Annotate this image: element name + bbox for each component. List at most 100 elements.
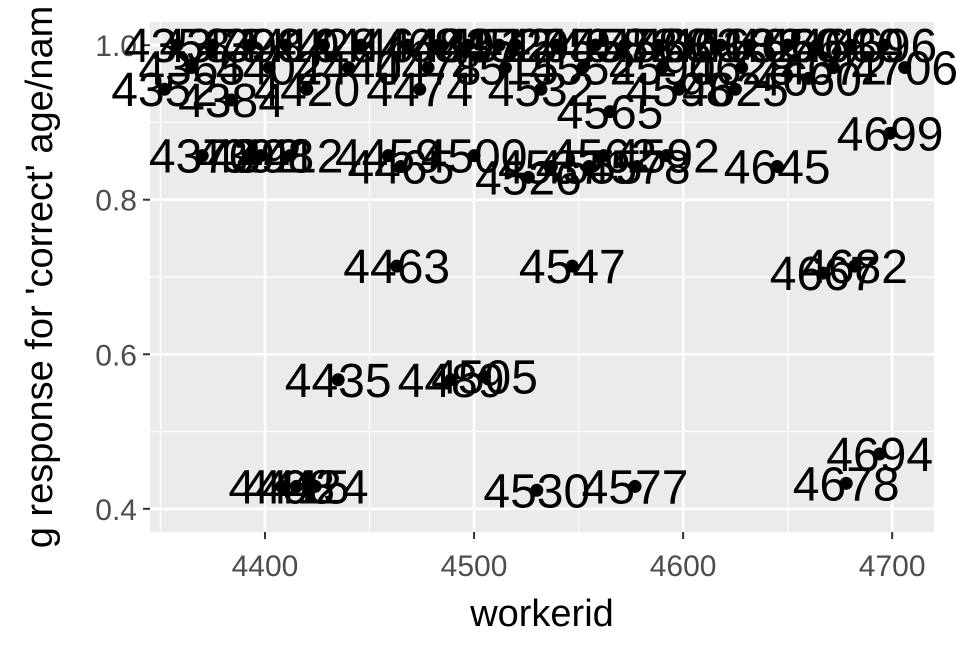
point-label: 4526: [475, 152, 582, 205]
point-label: 4558: [542, 20, 649, 73]
data-point: [839, 476, 853, 490]
data-point: [682, 38, 696, 52]
point-label: 4474: [366, 64, 473, 117]
point-label: 4532: [488, 64, 595, 117]
data-point: [243, 38, 257, 52]
data-point: [300, 82, 314, 96]
point-label: 4424: [262, 461, 369, 514]
y-tick-label: 0.8: [95, 185, 137, 218]
point-label: 4435: [285, 355, 392, 408]
point-label: 4588: [605, 20, 712, 73]
data-point: [225, 93, 239, 107]
point-label: 4598: [626, 64, 733, 117]
data-point: [498, 61, 512, 75]
data-point: [461, 38, 475, 52]
y-axis-title: g response for 'correct' age/nam: [19, 6, 61, 549]
point-label: 4500: [421, 131, 528, 184]
data-point: [534, 82, 548, 96]
point-label: 4370: [149, 131, 256, 184]
data-points: [158, 38, 912, 497]
data-point: [651, 38, 665, 52]
data-point: [530, 483, 544, 497]
data-point: [283, 149, 297, 163]
data-point: [603, 105, 617, 119]
y-tick-label: 0.6: [95, 339, 137, 372]
point-label: 4680: [797, 20, 904, 73]
data-point: [390, 259, 404, 273]
x-tick-label: 4400: [232, 550, 299, 583]
point-label: 4572: [571, 20, 678, 73]
point-label: 4694: [826, 429, 933, 482]
point-label: 4440: [295, 43, 402, 96]
data-point: [317, 38, 331, 52]
point-label: 4428: [270, 20, 377, 73]
point-label: 4352: [111, 64, 218, 117]
point-label: 4650: [734, 20, 841, 73]
data-point: [413, 82, 427, 96]
point-label: 4632: [697, 20, 804, 73]
point-label: 4530: [483, 465, 590, 518]
data-point: [743, 38, 757, 52]
point-label: 4497: [414, 20, 521, 73]
data-point: [342, 61, 356, 75]
data-point: [770, 160, 784, 173]
data-point: [873, 447, 887, 461]
data-point: [241, 149, 255, 163]
point-label: 4415: [243, 461, 350, 514]
point-label: 4393: [197, 20, 304, 73]
data-point: [444, 373, 458, 387]
data-point: [802, 71, 816, 85]
point-label: 4592: [613, 131, 720, 184]
data-point: [582, 160, 596, 173]
point-label: 4375: [159, 20, 266, 73]
point-label: 4706: [851, 43, 956, 96]
data-point: [588, 38, 602, 52]
point-label: 4515: [452, 43, 559, 96]
data-point: [467, 149, 481, 163]
point-label: 4384: [178, 75, 285, 128]
point-label: 4540: [504, 20, 611, 73]
point-label: 4489: [398, 355, 505, 408]
point-label: 4468: [354, 20, 461, 73]
point-label: 4562: [550, 131, 657, 184]
data-point: [883, 126, 897, 140]
point-label: 4365: [138, 43, 245, 96]
data-point: [331, 373, 345, 387]
data-point: [597, 149, 611, 163]
data-point: [279, 38, 293, 52]
point-label: 4678: [793, 458, 900, 511]
data-point: [275, 479, 289, 493]
x-tick-label: 4700: [859, 550, 926, 583]
data-point: [289, 479, 303, 493]
point-label: 4603: [636, 20, 743, 73]
point-label: 4645: [724, 142, 831, 195]
data-point: [354, 38, 368, 52]
data-point: [576, 61, 590, 75]
data-point: [827, 61, 841, 75]
point-label: 4672: [780, 43, 887, 96]
data-point: [618, 38, 632, 52]
data-point: [195, 149, 209, 163]
data-point: [630, 160, 644, 173]
point-label: 4410: [233, 20, 340, 73]
point-label: 4505: [431, 352, 538, 405]
x-tick-label: 4600: [650, 550, 717, 583]
x-tick-label: 4500: [441, 550, 508, 583]
axis-ticks: [143, 44, 894, 539]
data-point: [816, 266, 830, 280]
data-point: [206, 38, 220, 52]
data-point: [551, 38, 565, 52]
point-label: 4459: [335, 131, 442, 184]
point-label: 4358: [124, 20, 231, 73]
data-point: [714, 38, 728, 52]
data-point: [565, 259, 579, 273]
point-label: 4402: [216, 43, 323, 96]
point-label: 4520: [462, 20, 569, 73]
point-label: 4398: [207, 131, 314, 184]
data-point: [655, 61, 669, 75]
data-point: [509, 38, 523, 52]
data-point: [659, 149, 673, 163]
plot-area: [158, 38, 912, 497]
data-point: [544, 160, 558, 173]
